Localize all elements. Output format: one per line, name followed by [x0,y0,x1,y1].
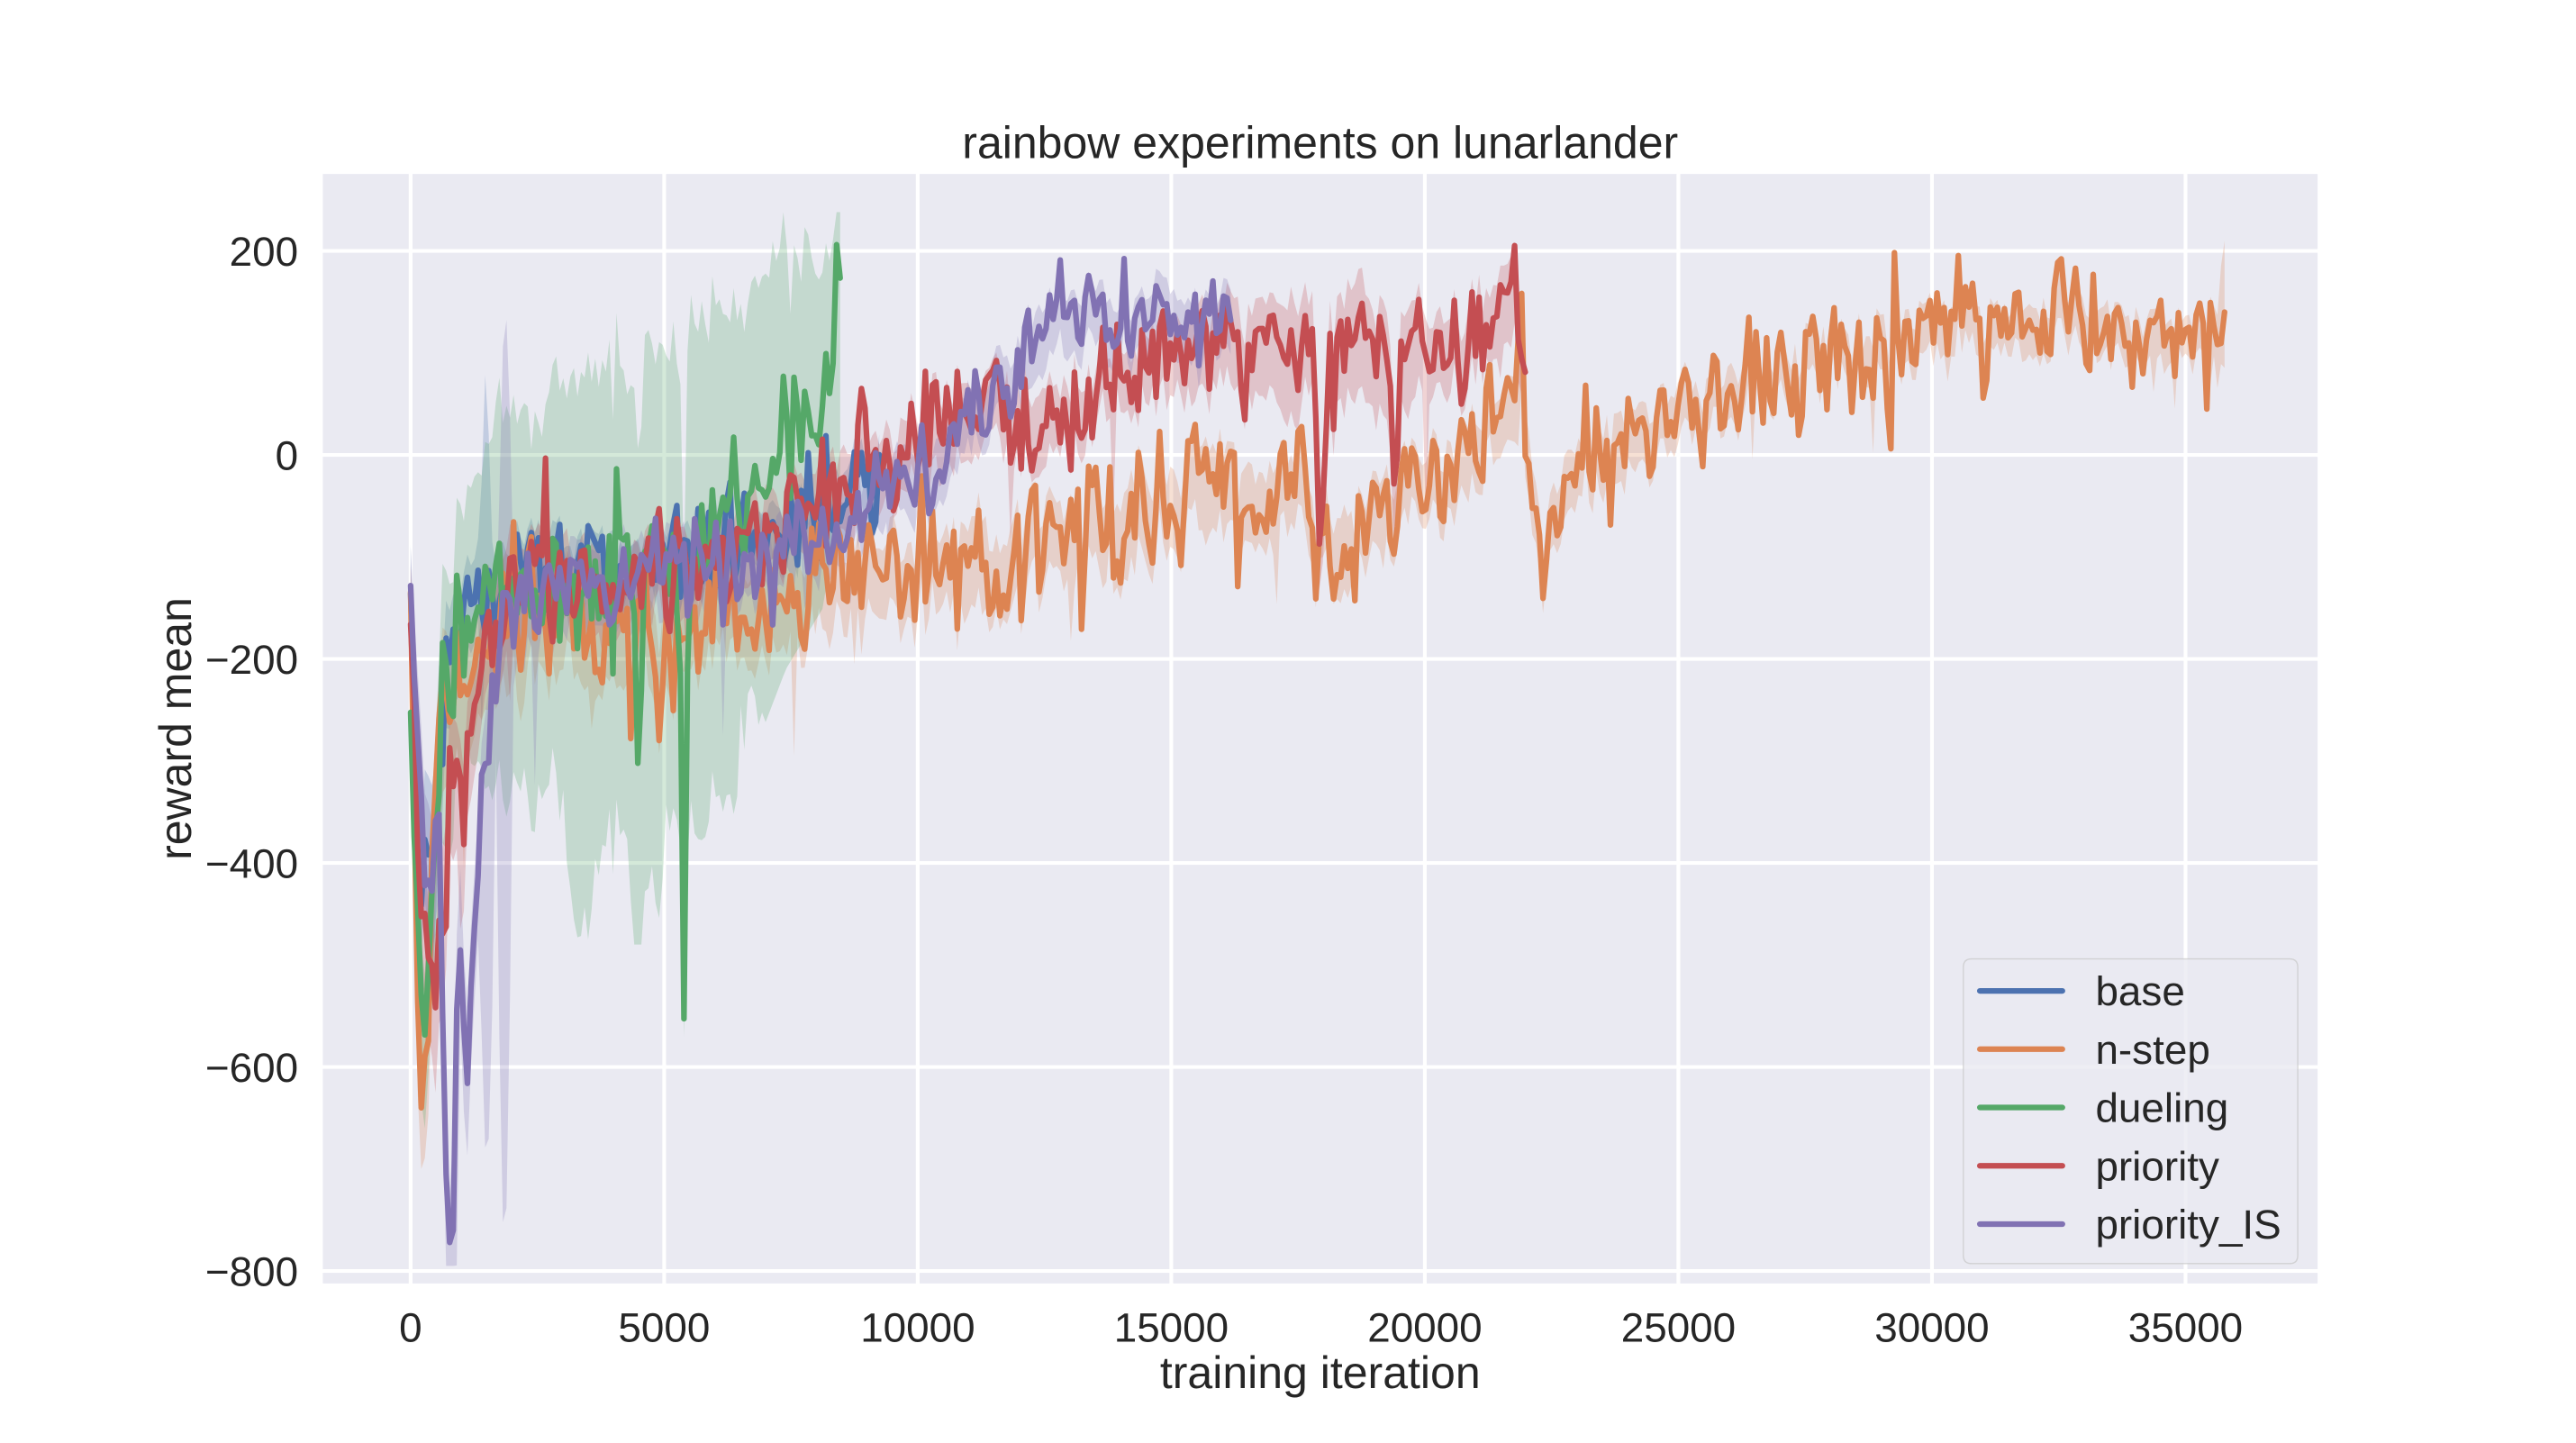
svg-text:reward mean: reward mean [150,597,201,860]
svg-text:−400: −400 [205,841,298,887]
svg-text:0: 0 [276,433,299,479]
svg-text:priority: priority [2095,1143,2219,1189]
svg-text:0: 0 [399,1305,422,1351]
svg-text:10000: 10000 [860,1305,975,1351]
svg-text:−600: −600 [205,1045,298,1091]
svg-text:rainbow experiments on lunarla: rainbow experiments on lunarlander [962,118,1678,168]
svg-text:15000: 15000 [1114,1305,1229,1351]
svg-text:dueling: dueling [2095,1085,2228,1131]
svg-text:priority_IS: priority_IS [2095,1202,2281,1248]
svg-text:35000: 35000 [2128,1305,2243,1351]
svg-text:5000: 5000 [618,1305,710,1351]
svg-text:training iteration: training iteration [1160,1348,1481,1398]
svg-text:30000: 30000 [1874,1305,1989,1351]
svg-text:200: 200 [230,229,298,275]
svg-text:−200: −200 [205,637,298,683]
svg-text:25000: 25000 [1621,1305,1736,1351]
svg-text:n-step: n-step [2095,1027,2209,1073]
svg-text:−800: −800 [205,1249,298,1295]
svg-text:base: base [2095,968,2184,1014]
svg-text:20000: 20000 [1367,1305,1482,1351]
